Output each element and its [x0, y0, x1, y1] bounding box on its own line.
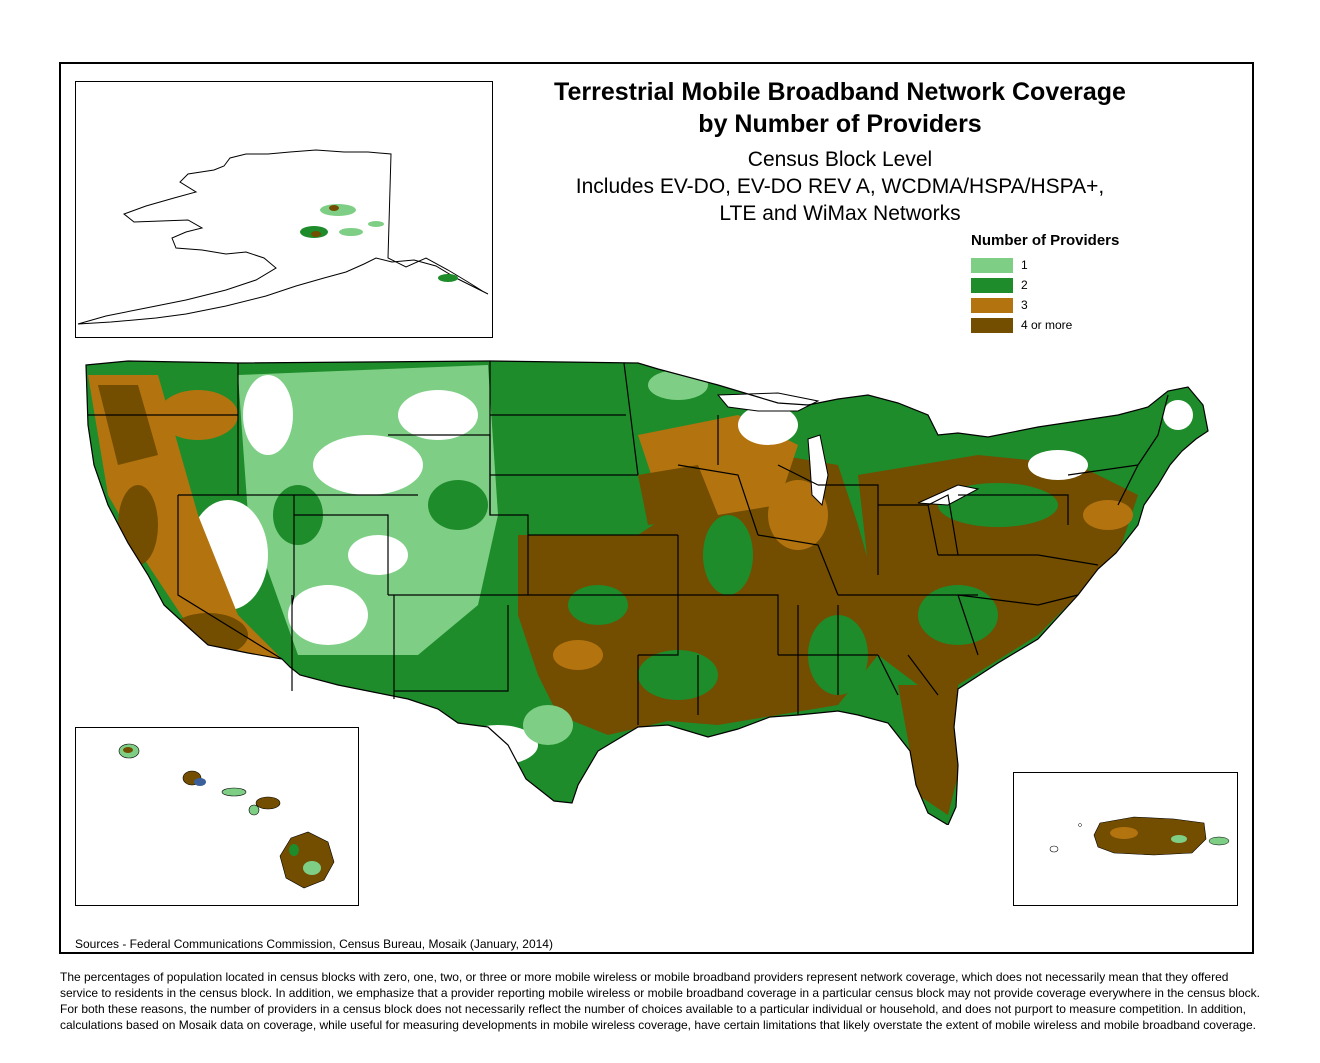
legend-item: 4 or more — [971, 315, 1171, 335]
contiguous-us-svg — [85, 360, 1209, 826]
alaska-map — [77, 149, 489, 325]
contiguous-us-map — [78, 355, 1223, 826]
alaska-outline — [77, 149, 489, 325]
puerto-rico-inset — [1013, 772, 1238, 906]
lake-superior — [716, 392, 820, 412]
map-subtitle-line3: LTE and WiMax Networks — [719, 202, 961, 225]
hawaii-inset — [75, 727, 359, 906]
alaska-inset — [75, 81, 493, 338]
legend-title: Number of Providers — [971, 232, 1120, 249]
lake-michigan — [807, 434, 829, 507]
us-outline — [85, 360, 1209, 826]
map-title-line1: Terrestrial Mobile Broadband Network Cov… — [554, 78, 1126, 106]
hawaii-map — [118, 743, 335, 889]
hawaii-islands — [118, 743, 335, 889]
legend-swatch-1 — [971, 257, 1013, 273]
state-boundaries — [88, 361, 1169, 725]
alaska-coverage — [300, 204, 458, 282]
map-title-block: Terrestrial Mobile Broadband Network Cov… — [470, 76, 1210, 227]
puerto-rico-map — [1049, 816, 1230, 856]
legend-item: 1 — [971, 255, 1171, 275]
puerto-rico-island — [1093, 816, 1207, 856]
map-frame — [59, 62, 1254, 954]
legend-swatch-2 — [971, 277, 1013, 293]
legend-item: 2 — [971, 275, 1171, 295]
legend-label: 2 — [1021, 278, 1028, 292]
map-subtitle-line2: Includes EV-DO, EV-DO REV A, WCDMA/HSPA/… — [575, 175, 1105, 198]
map-subtitle-line1: Census Block Level — [747, 148, 933, 171]
legend-label: 3 — [1021, 298, 1028, 312]
legend-label: 4 or more — [1021, 318, 1073, 332]
legend-swatch-4 — [971, 317, 1013, 333]
legend-label: 1 — [1021, 258, 1028, 272]
legend-item: 3 — [971, 295, 1171, 315]
map-sources: Sources - Federal Communications Commiss… — [75, 937, 553, 951]
map-title-line2: by Number of Providers — [698, 110, 982, 138]
legend-swatch-3 — [971, 297, 1013, 313]
disclaimer-text: The percentages of population located in… — [60, 970, 1260, 1032]
legend: Number of Providers 1 2 3 4 or more — [971, 232, 1171, 335]
